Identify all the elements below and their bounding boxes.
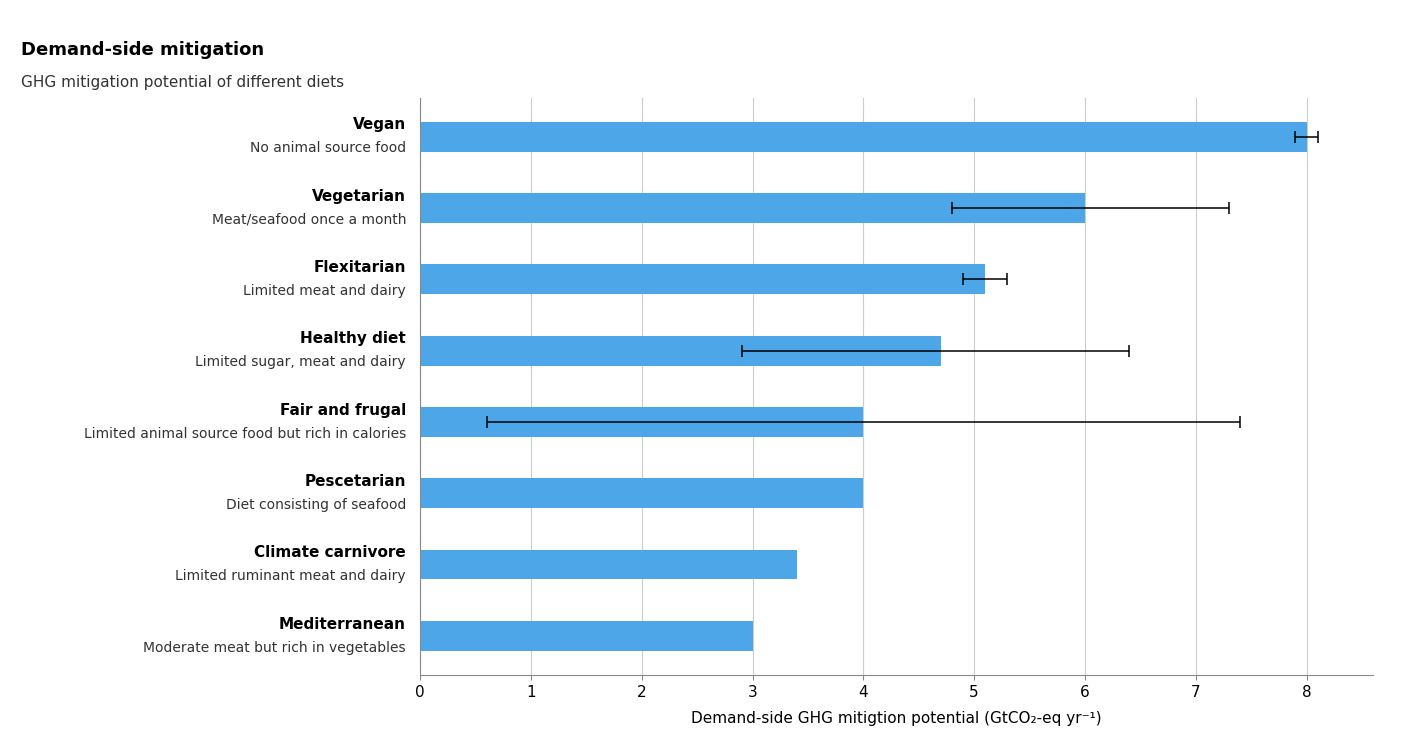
Text: Healthy diet: Healthy diet bbox=[300, 332, 406, 346]
Text: Limited meat and dairy: Limited meat and dairy bbox=[244, 284, 406, 298]
Text: Vegan: Vegan bbox=[353, 118, 406, 133]
Bar bbox=[420, 550, 797, 580]
Bar bbox=[420, 621, 752, 651]
Bar bbox=[420, 407, 863, 436]
Bar bbox=[420, 122, 1307, 152]
Text: Pescetarian: Pescetarian bbox=[304, 474, 406, 489]
Bar bbox=[420, 336, 941, 365]
Text: Demand-side mitigation: Demand-side mitigation bbox=[21, 41, 265, 59]
Text: Mediterranean: Mediterranean bbox=[279, 616, 406, 632]
Text: Limited ruminant meat and dairy: Limited ruminant meat and dairy bbox=[175, 569, 406, 584]
Text: Limited animal source food but rich in calories: Limited animal source food but rich in c… bbox=[84, 427, 406, 441]
Text: Diet consisting of seafood: Diet consisting of seafood bbox=[226, 498, 406, 512]
Bar bbox=[420, 478, 863, 508]
Bar bbox=[420, 264, 985, 294]
X-axis label: Demand-side GHG mitigtion potential (GtCO₂-eq yr⁻¹): Demand-side GHG mitigtion potential (GtC… bbox=[691, 711, 1103, 726]
Text: Meat/seafood once a month: Meat/seafood once a month bbox=[212, 213, 406, 226]
Text: GHG mitigation potential of different diets: GHG mitigation potential of different di… bbox=[21, 75, 345, 90]
Text: Fair and frugal: Fair and frugal bbox=[280, 403, 406, 418]
Text: Moderate meat but rich in vegetables: Moderate meat but rich in vegetables bbox=[143, 640, 406, 655]
Text: Vegetarian: Vegetarian bbox=[312, 189, 406, 204]
Text: Flexitarian: Flexitarian bbox=[314, 260, 406, 275]
Text: Climate carnivore: Climate carnivore bbox=[254, 545, 406, 560]
Text: Limited sugar, meat and dairy: Limited sugar, meat and dairy bbox=[195, 356, 406, 369]
Text: No animal source food: No animal source food bbox=[249, 142, 406, 155]
Bar bbox=[420, 193, 1084, 223]
